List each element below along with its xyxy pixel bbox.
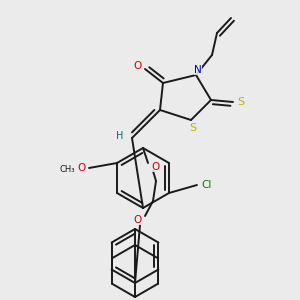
Text: O: O <box>134 61 142 71</box>
Text: O: O <box>152 162 160 172</box>
Text: H: H <box>116 131 124 141</box>
Text: N: N <box>194 65 202 75</box>
Text: Cl: Cl <box>202 180 212 190</box>
Text: S: S <box>189 123 197 133</box>
Text: O: O <box>77 163 85 173</box>
Text: CH₃: CH₃ <box>59 164 75 173</box>
Text: O: O <box>133 215 141 225</box>
Text: S: S <box>237 97 244 107</box>
